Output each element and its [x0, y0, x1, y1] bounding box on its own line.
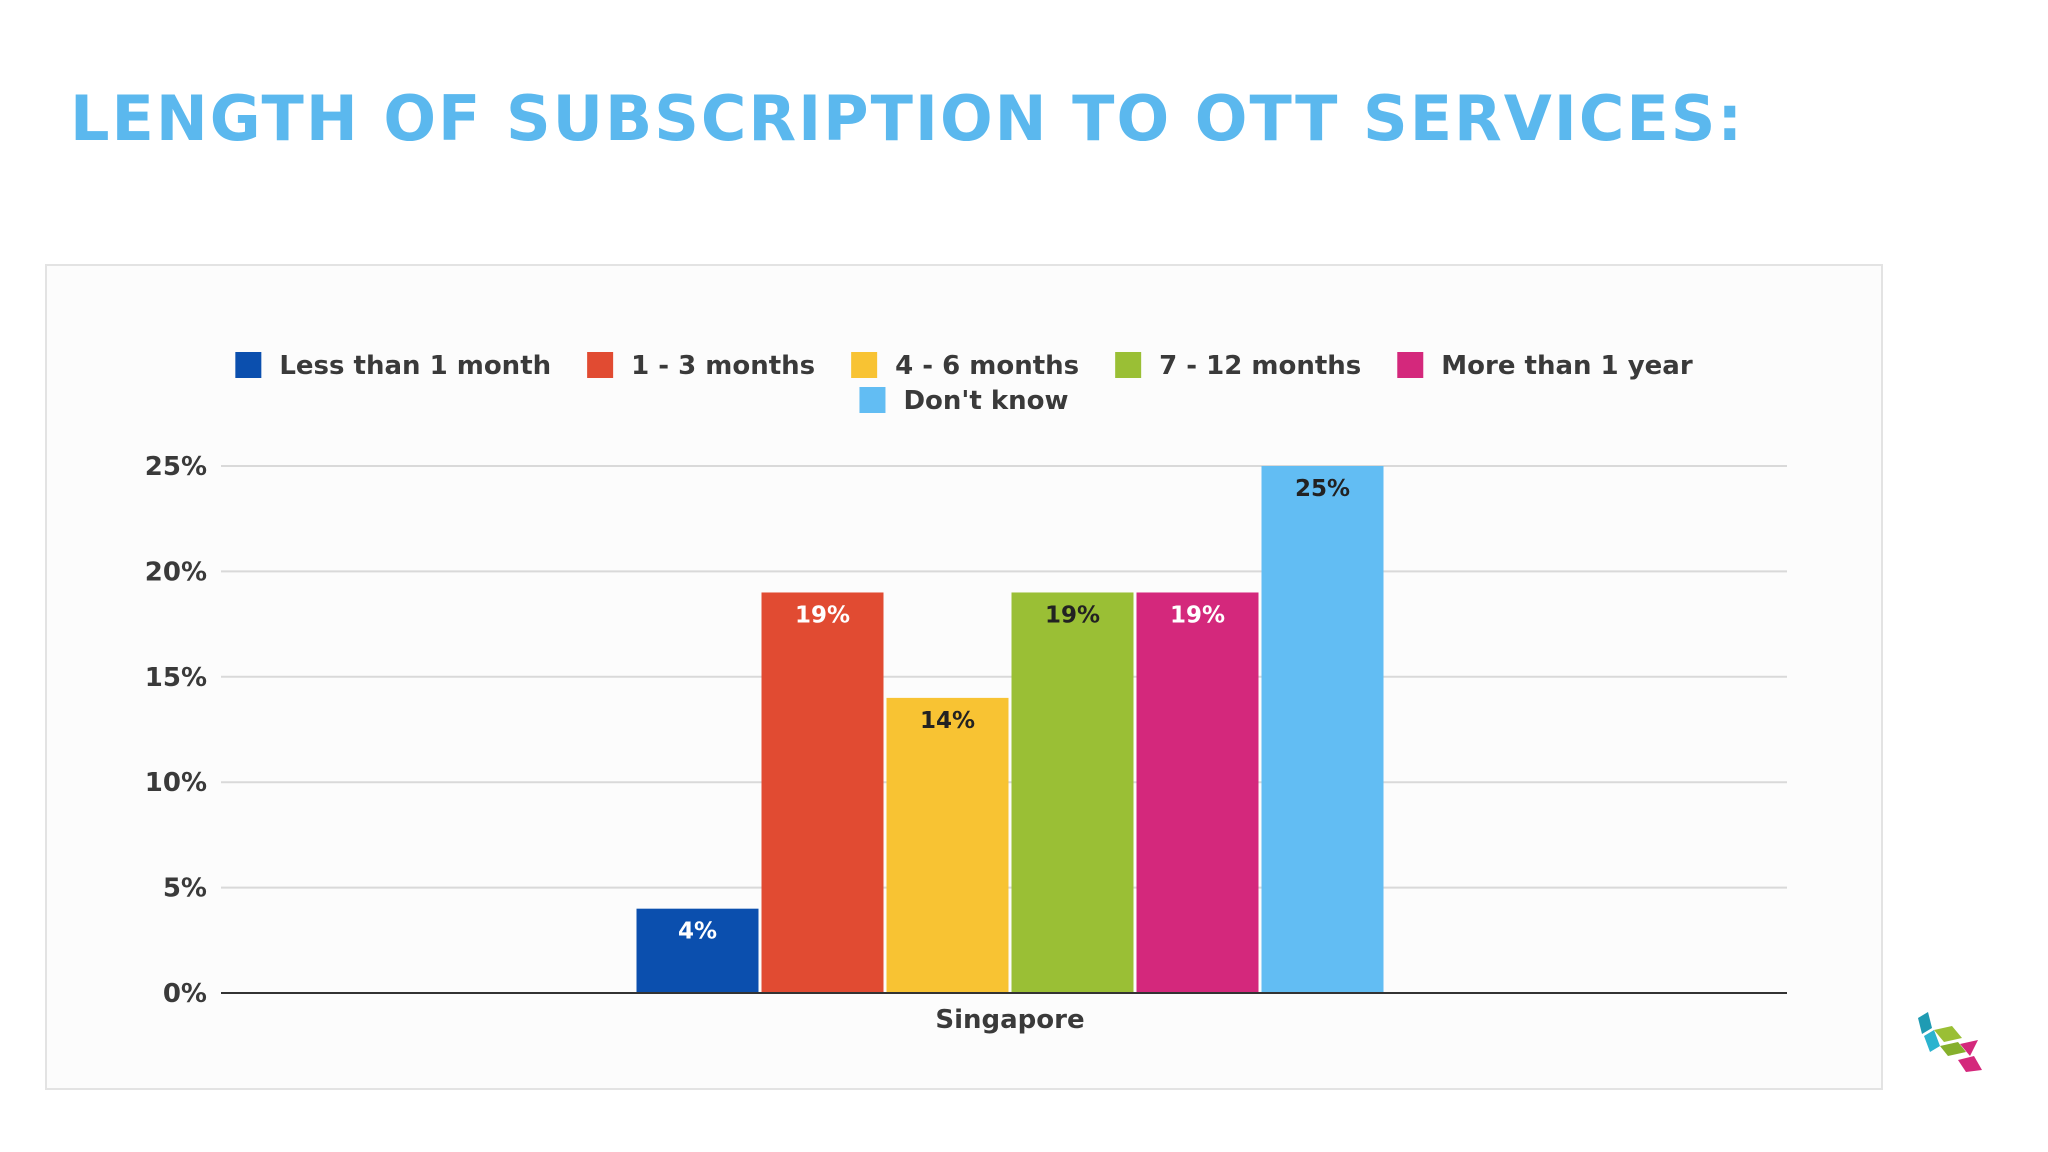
- data-label: 14%: [920, 708, 975, 734]
- legend-item: 1 - 3 months: [587, 351, 815, 381]
- bar-7-12-months: [1011, 592, 1134, 993]
- data-labels: 4% 19% 14% 19% 19% 25%: [678, 476, 1350, 945]
- data-label: 19%: [1170, 602, 1225, 628]
- bars: [636, 466, 1384, 993]
- y-tick-label: 5%: [163, 874, 207, 904]
- data-label: 4%: [678, 919, 717, 945]
- legend-label: 7 - 12 months: [1159, 351, 1361, 381]
- category-label-singapore: Singapore: [935, 1005, 1084, 1035]
- data-label: 19%: [1045, 602, 1100, 628]
- legend-item: 7 - 12 months: [1115, 351, 1361, 381]
- data-label: 19%: [795, 602, 850, 628]
- legend-row: Less than 1 month 1 - 3 months 4 - 6 month…: [235, 351, 1693, 381]
- legend-row: Don't know: [859, 386, 1069, 416]
- y-tick-label: 15%: [145, 663, 207, 693]
- chart-frame: 0% 5% 10% 15% 20% 25% 4% 19% 14% 19% 19% 25% Less …: [45, 264, 1883, 1090]
- bar-more-than-1-year: [1136, 592, 1259, 993]
- legend: Less than 1 month 1 - 3 months 4 - 6 month…: [235, 351, 1693, 416]
- gridlines: [221, 465, 1787, 889]
- legend-swatch: [1397, 352, 1424, 378]
- bar-less-than-1-month: [636, 908, 759, 993]
- legend-item: More than 1 year: [1397, 351, 1693, 381]
- legend-label: Don't know: [903, 386, 1068, 416]
- bar-4-6-months: [886, 697, 1009, 993]
- legend-swatch: [859, 387, 886, 413]
- legend-swatch: [1115, 352, 1142, 378]
- legend-label: More than 1 year: [1441, 351, 1693, 381]
- legend-item: 4 - 6 months: [851, 351, 1079, 381]
- slide-title: LENGTH OF SUBSCRIPTION TO OTT SERVICES:: [70, 82, 1745, 155]
- bar-don-t-know: [1261, 466, 1384, 993]
- bar-1-3-months: [761, 592, 884, 993]
- legend-swatch: [587, 352, 614, 378]
- legend-swatch: [235, 352, 262, 378]
- y-axis-ticks: 0% 5% 10% 15% 20% 25%: [145, 452, 207, 1009]
- legend-label: 4 - 6 months: [895, 351, 1079, 381]
- data-label: 25%: [1295, 476, 1350, 502]
- bar-chart: 0% 5% 10% 15% 20% 25% 4% 19% 14% 19% 19% 25% Less …: [145, 351, 1787, 1035]
- y-tick-label: 10%: [145, 768, 207, 798]
- brand-logo: [1918, 1012, 1982, 1072]
- legend-item: Less than 1 month: [235, 351, 551, 381]
- y-tick-label: 20%: [145, 557, 207, 587]
- y-tick-label: 25%: [145, 452, 207, 482]
- y-tick-label: 0%: [163, 979, 207, 1009]
- legend-swatch: [851, 352, 878, 378]
- legend-label: 1 - 3 months: [631, 351, 815, 381]
- legend-item: Don't know: [859, 386, 1069, 416]
- legend-label: Less than 1 month: [279, 351, 551, 381]
